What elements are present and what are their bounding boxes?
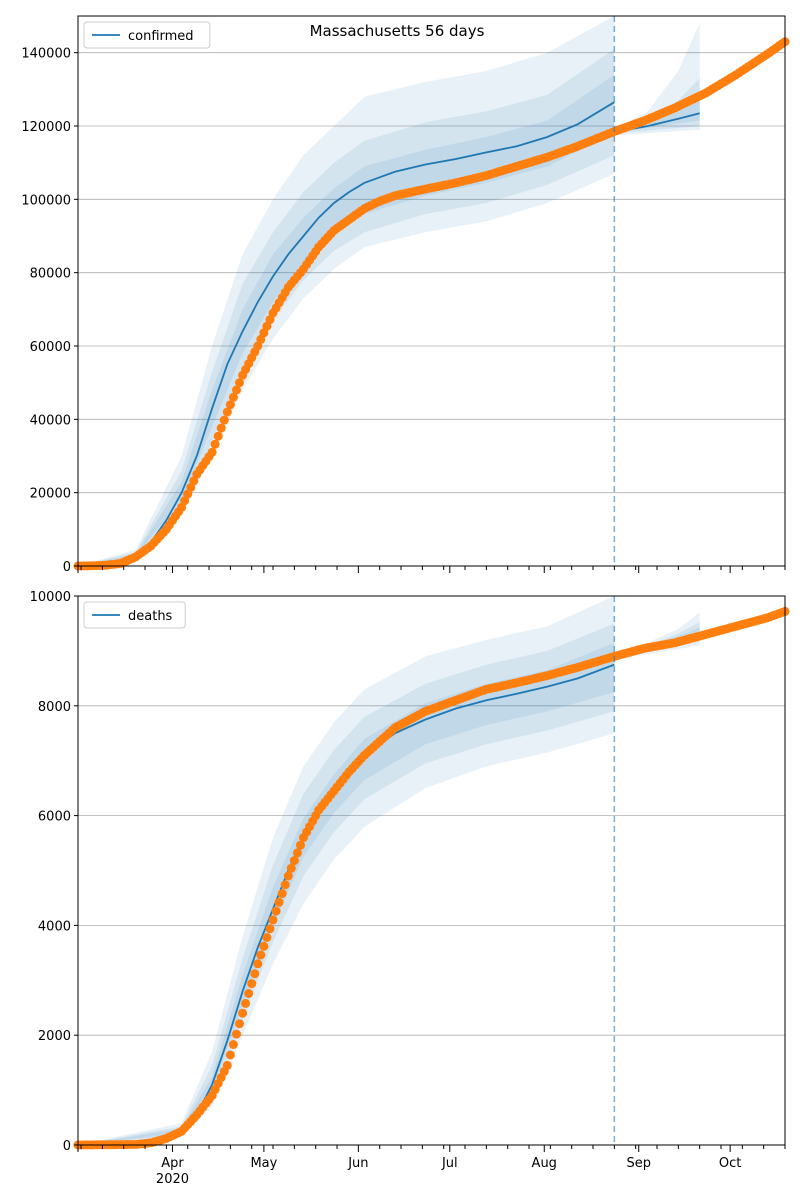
y-tick-label: 6000 <box>38 810 71 825</box>
observed-point <box>222 407 232 417</box>
observed-point <box>225 400 235 410</box>
x-tick-label: May <box>250 1156 277 1171</box>
y-tick-label: 120000 <box>21 120 71 135</box>
observed-point <box>247 979 257 989</box>
inner-band <box>617 96 700 133</box>
observed-point <box>222 1060 232 1070</box>
x-tick-label: Jul <box>441 1156 458 1171</box>
observed-point <box>274 897 284 907</box>
observed-point <box>235 378 244 388</box>
middle-band <box>617 78 700 134</box>
chart-title: Massachusetts 56 days <box>310 22 485 40</box>
observed-point <box>232 1029 241 1039</box>
legend: deaths <box>83 601 186 629</box>
observed-point <box>280 880 290 890</box>
observed-point <box>259 941 269 951</box>
x-year-label: 2020 <box>156 1172 189 1187</box>
observed-point <box>271 906 281 916</box>
y-tick-label: 100000 <box>21 193 71 208</box>
deaths-panel: 0 2000 4000 6000 8000 10000 Apr May Jun Jul Aug Sep… <box>30 590 790 1187</box>
y-tick-label: 40000 <box>30 413 71 428</box>
y-tick-label: 8000 <box>38 700 71 715</box>
observed-point <box>225 1050 235 1060</box>
observed-point <box>250 969 260 979</box>
x-tick-label: Oct <box>719 1156 741 1171</box>
observed-point <box>238 1008 248 1018</box>
observed-point <box>256 950 266 960</box>
observed-point <box>235 1019 244 1029</box>
observed-point <box>213 431 223 441</box>
observed-point <box>228 1040 238 1049</box>
observed-point <box>289 856 299 866</box>
x-tick-label: Sep <box>626 1156 651 1171</box>
observed-point <box>228 392 238 402</box>
observed-point <box>292 848 302 858</box>
x-tick-label: Jun <box>347 1156 368 1171</box>
observed-point <box>265 924 275 934</box>
y-tick-label: 2000 <box>38 1029 71 1044</box>
observed-point <box>253 959 263 969</box>
axes-frame <box>77 15 786 567</box>
observed-point <box>216 423 226 433</box>
observed-point <box>219 415 229 425</box>
observed-point <box>207 447 217 457</box>
observed-point <box>244 989 254 998</box>
legend-label: confirmed <box>128 29 194 44</box>
inner-band <box>78 74 615 566</box>
x-tick-label: Aug <box>532 1156 557 1171</box>
observed-point <box>232 385 241 395</box>
legend-box <box>83 601 186 629</box>
observed-point <box>268 915 278 925</box>
model-line <box>77 101 615 567</box>
observed-point <box>210 439 220 449</box>
observed-point <box>296 840 305 850</box>
inner-band <box>78 642 615 1145</box>
legend-box <box>83 21 211 49</box>
y-tick-label: 4000 <box>38 919 71 934</box>
y-tick-label: 10000 <box>30 590 71 605</box>
observed-point <box>286 863 296 873</box>
observed-point <box>277 889 287 899</box>
outer-band <box>78 596 615 1145</box>
legend: confirmed <box>83 21 211 49</box>
y-tick-label: 0 <box>63 560 71 575</box>
y-tick-label: 20000 <box>30 487 71 502</box>
y-tick-label: 80000 <box>30 267 71 282</box>
observed-point <box>241 998 251 1008</box>
observed-point <box>262 933 272 942</box>
observed-point <box>283 871 293 881</box>
y-tick-label: 60000 <box>30 340 71 355</box>
legend-label: deaths <box>128 609 173 624</box>
x-tick-label: Apr <box>161 1156 184 1171</box>
axes-frame <box>77 595 786 1146</box>
confirmed-panel: 0 20000 40000 60000 80000 100000 120000 140000 c… <box>21 15 790 575</box>
y-tick-label: 0 <box>63 1139 71 1154</box>
y-tick-label: 140000 <box>21 47 71 62</box>
